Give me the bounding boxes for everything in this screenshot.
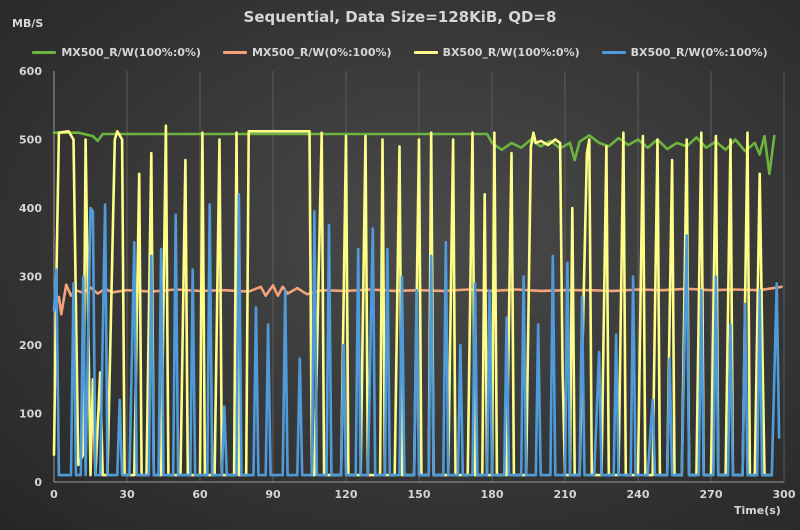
x-tick-label: 150 [408, 488, 431, 501]
x-tick-label: 210 [554, 488, 577, 501]
legend-label: BX500_R/W(0%:100%) [630, 46, 768, 59]
y-tick-label: 0 [34, 476, 42, 489]
x-tick-label: 120 [335, 488, 358, 501]
x-tick-label: 90 [265, 488, 281, 501]
y-tick-label: 600 [19, 65, 42, 78]
x-tick-label: 300 [773, 488, 796, 501]
y-axis-label: MB/S [12, 17, 44, 30]
chart-title: Sequential, Data Size=128KiB, QD=8 [243, 8, 557, 26]
legend-label: BX500_R/W(100%:0%) [442, 46, 580, 59]
legend-swatch [222, 51, 247, 54]
legend-swatch [601, 51, 626, 54]
legend-item: BX500_R/W(100%:0%) [413, 46, 580, 59]
y-tick-label: 400 [19, 202, 42, 215]
legend-swatch [32, 51, 57, 54]
y-tick-label: 300 [19, 271, 42, 284]
x-tick-label: 30 [119, 488, 135, 501]
legend: MX500_R/W(100%:0%) MX500_R/W(0%:100%) BX… [0, 46, 800, 59]
x-tick-label: 60 [192, 488, 208, 501]
x-tick-label: 240 [627, 488, 650, 501]
legend-item: BX500_R/W(0%:100%) [601, 46, 768, 59]
x-tick-label: 0 [50, 488, 58, 501]
x-axis-label: Time(s) [734, 504, 781, 517]
y-tick-label: 200 [19, 339, 42, 352]
y-tick-label: 500 [19, 134, 42, 147]
series-line [52, 131, 776, 176]
x-tick-label: 270 [700, 488, 723, 501]
legend-item: MX500_R/W(100%:0%) [32, 46, 201, 59]
legend-label: MX500_R/W(0%:100%) [251, 46, 392, 59]
legend-swatch [413, 51, 438, 54]
y-tick-label: 100 [19, 408, 42, 421]
series-line [52, 193, 781, 477]
legend-label: MX500_R/W(100%:0%) [61, 46, 201, 59]
x-tick-label: 180 [481, 488, 504, 501]
legend-item: MX500_R/W(0%:100%) [222, 46, 392, 59]
